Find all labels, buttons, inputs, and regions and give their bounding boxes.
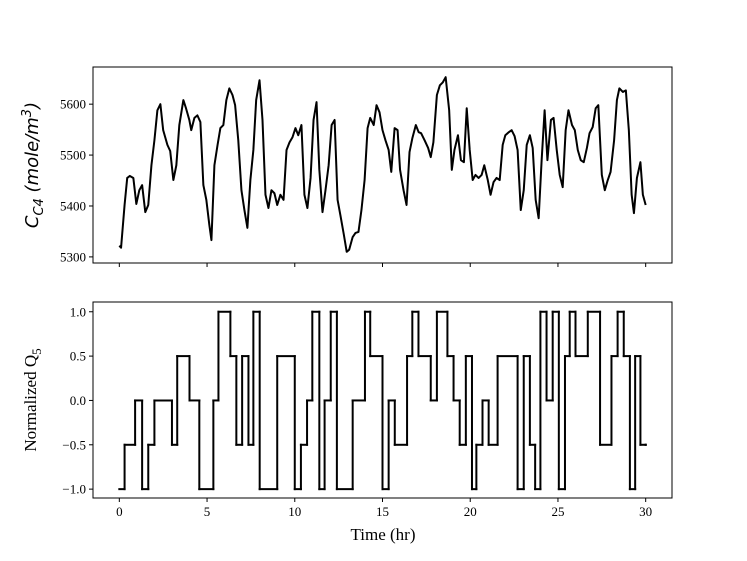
x-tick-label: 10: [288, 504, 301, 519]
x-tick-label: 20: [464, 504, 477, 519]
y-tick-label: 5400: [60, 198, 86, 213]
y-axis-label: CC4 (mole/m3): [20, 102, 47, 228]
x-tick-label: 0: [116, 504, 123, 519]
x-tick-label: 30: [639, 504, 652, 519]
data-line: [118, 76, 647, 253]
x-axis-label: Time (hr): [350, 525, 415, 544]
x-tick-label: 15: [376, 504, 389, 519]
y-tick-label: −1.0: [62, 482, 86, 497]
y-tick-label: 5500: [60, 148, 86, 163]
y-tick-label: 0.5: [70, 349, 86, 364]
y-tick-label: 1.0: [70, 304, 86, 319]
y-tick-label: 5600: [60, 97, 86, 112]
y-tick-label: 0.0: [70, 393, 86, 408]
x-tick-label: 25: [551, 504, 564, 519]
y-tick-label: −0.5: [62, 437, 86, 452]
x-tick-label: 5: [204, 504, 211, 519]
y-tick-label: 5300: [60, 249, 86, 264]
plot-frame: [92, 66, 673, 264]
y-axis-label: Normalized Q5: [21, 348, 44, 451]
